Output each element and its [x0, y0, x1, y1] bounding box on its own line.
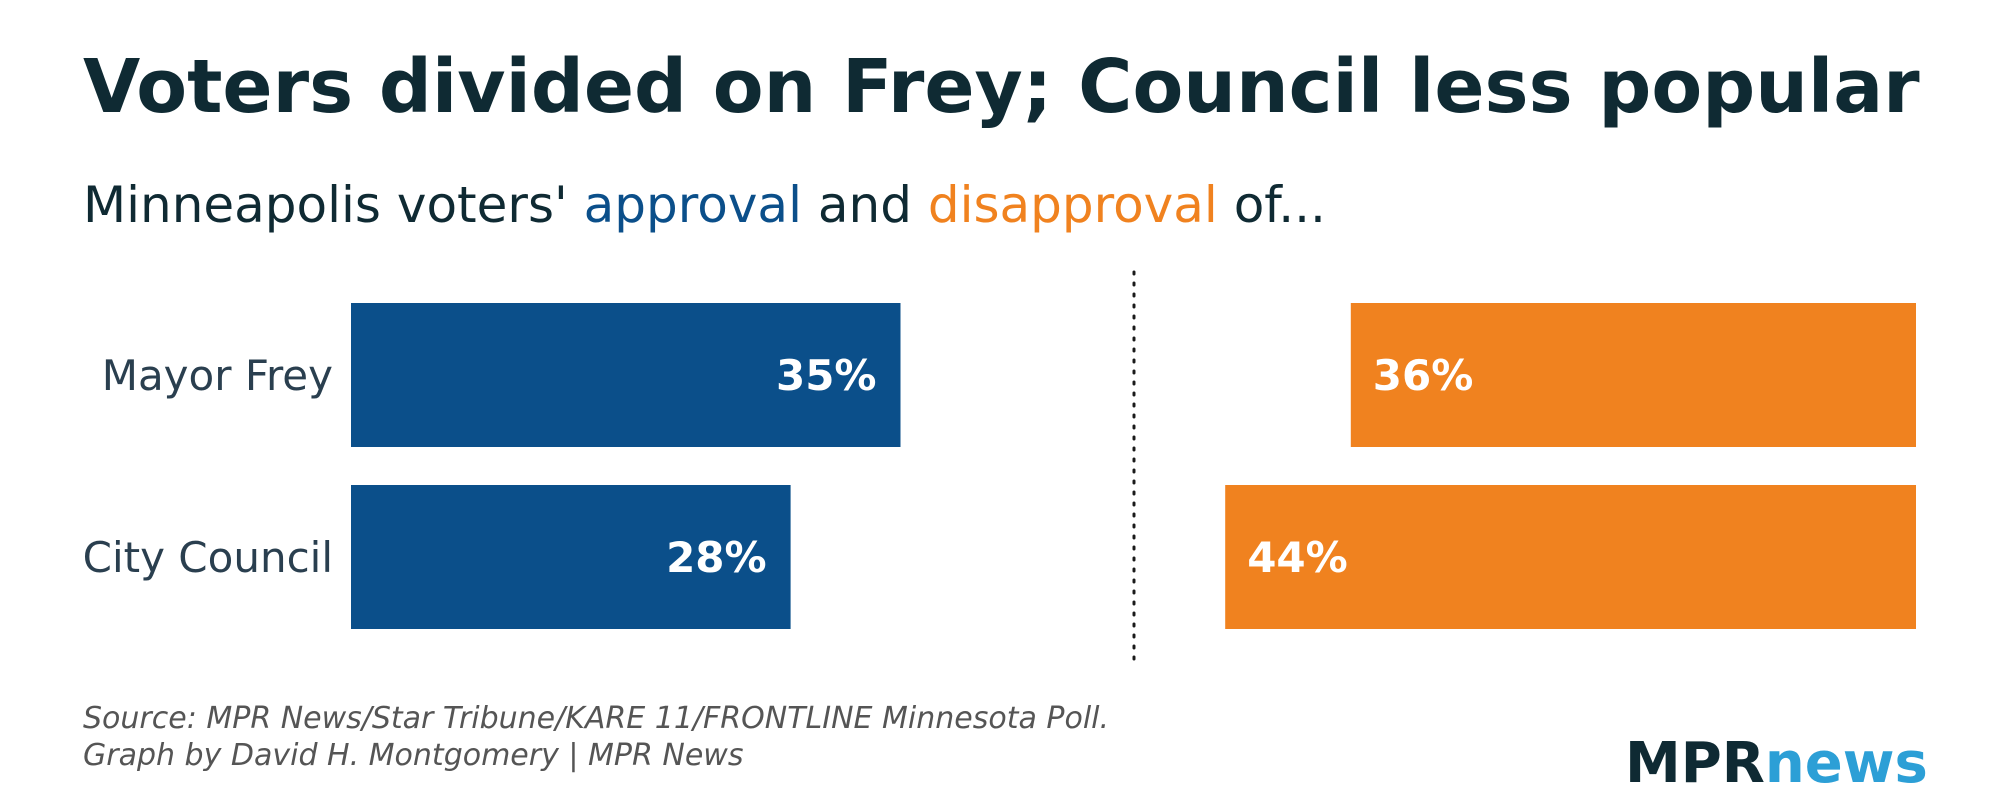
subtitle-disapproval-word: disapproval: [928, 176, 1218, 234]
approval-value-mayor-frey: 35%: [776, 351, 877, 400]
disapproval-value-city-council: 44%: [1247, 533, 1348, 582]
subtitle-approval-word: approval: [584, 176, 802, 234]
category-label-mayor-frey: Mayor Frey: [102, 351, 333, 400]
disapproval-bar-city-council: [1225, 485, 1916, 629]
disapproval-value-mayor-frey: 36%: [1373, 351, 1474, 400]
source-line-2: Graph by David H. Montgomery | MPR News: [83, 738, 743, 773]
logo-news-text: news: [1765, 731, 1928, 796]
category-label-city-council: City Council: [83, 533, 333, 582]
logo-mpr-text: MPR: [1625, 731, 1765, 796]
mpr-news-logo: MPRnews: [1625, 731, 1928, 796]
approval-bar-mayor-frey: [351, 303, 901, 447]
source-line-1: Source: MPR News/Star Tribune/KARE 11/FR…: [83, 701, 1109, 736]
bars-group: Mayor Frey 35% 36% City Council 28% 44%: [83, 303, 1916, 629]
subtitle-middle: and: [802, 176, 928, 234]
chart-title: Voters divided on Frey; Council less pop…: [83, 44, 1920, 130]
chart-subtitle: Minneapolis voters' approval and disappr…: [83, 176, 1326, 234]
subtitle-prefix: Minneapolis voters': [83, 176, 584, 234]
subtitle-suffix: of...: [1218, 176, 1326, 234]
disapproval-bar-mayor-frey: [1350, 303, 1916, 447]
approval-value-city-council: 28%: [666, 533, 767, 582]
approval-bar-city-council: [351, 485, 791, 629]
